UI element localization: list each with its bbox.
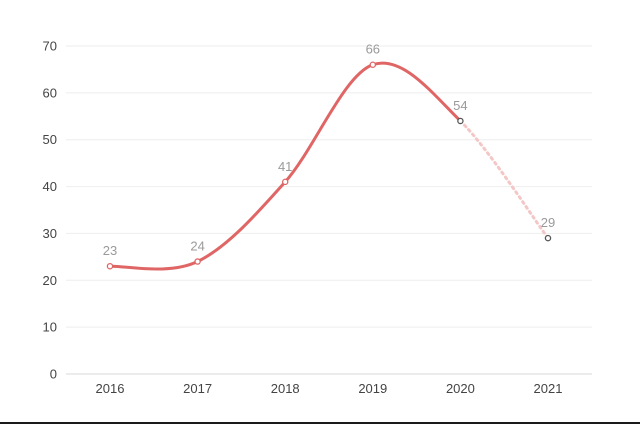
- y-tick-label: 0: [50, 367, 57, 382]
- data-label: 29: [541, 215, 555, 230]
- x-tick-label: 2016: [96, 381, 125, 396]
- data-label: 23: [103, 243, 117, 258]
- y-tick-label: 30: [43, 226, 57, 241]
- y-axis-ticks: 0 10 20 30 40 50 60 70: [43, 39, 57, 382]
- data-point: [281, 178, 289, 186]
- data-point: [369, 61, 377, 68]
- data-label: 66: [366, 42, 380, 57]
- x-tick-label: 2021: [534, 381, 563, 396]
- bottom-rule: [0, 422, 640, 424]
- series-line: [108, 61, 550, 271]
- data-label: 24: [190, 239, 204, 254]
- data-point: [544, 234, 552, 242]
- series-line-actual: [108, 61, 462, 271]
- series-line-projected: [458, 119, 550, 240]
- data-points: [106, 61, 552, 270]
- data-labels: 23 24 41 66 54 29: [103, 42, 555, 258]
- x-tick-label: 2017: [183, 381, 212, 396]
- data-point: [194, 258, 201, 265]
- x-tick-label: 2019: [358, 381, 387, 396]
- y-tick-label: 70: [43, 39, 57, 54]
- data-point: [106, 262, 114, 270]
- data-point: [457, 117, 464, 125]
- y-tick-label: 10: [43, 320, 57, 335]
- y-tick-label: 40: [43, 179, 57, 194]
- gridlines: [66, 45, 592, 375]
- y-tick-label: 20: [43, 273, 57, 288]
- y-tick-label: 60: [43, 85, 57, 100]
- data-label: 54: [453, 98, 467, 113]
- data-label: 41: [278, 159, 292, 174]
- x-axis-ticks: 2016 2017 2018 2019 2020 2021: [96, 381, 563, 396]
- y-tick-label: 50: [43, 132, 57, 147]
- x-tick-label: 2020: [446, 381, 475, 396]
- x-tick-label: 2018: [271, 381, 300, 396]
